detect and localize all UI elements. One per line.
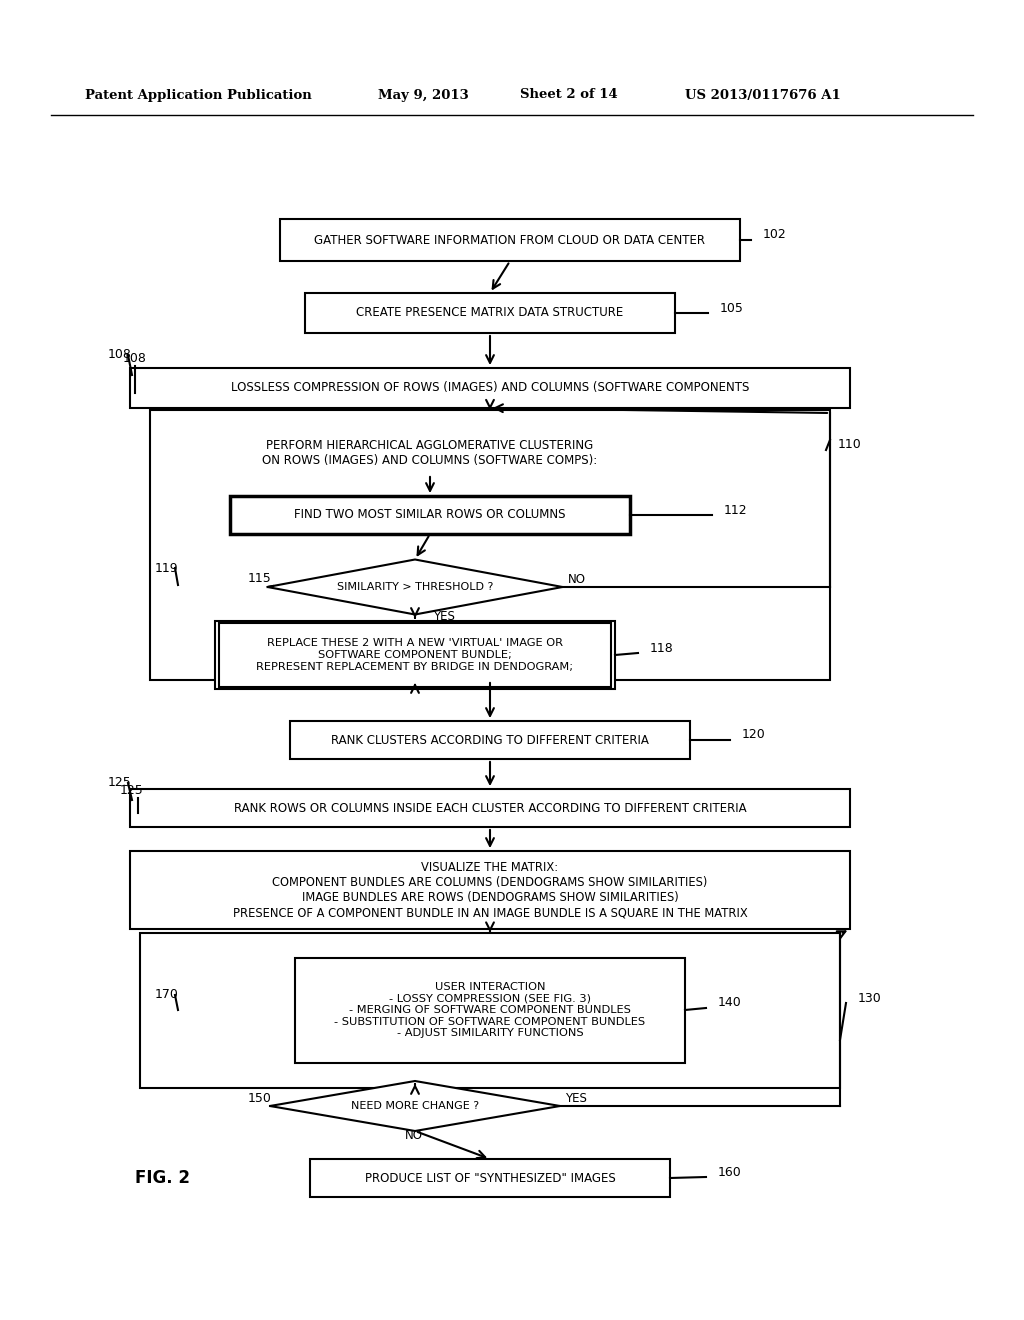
Text: US 2013/0117676 A1: US 2013/0117676 A1: [685, 88, 841, 102]
Bar: [310, 1159, 670, 1197]
Text: SIMILARITY > THRESHOLD ?: SIMILARITY > THRESHOLD ?: [337, 582, 494, 591]
Bar: [130, 368, 850, 408]
Text: 130: 130: [858, 991, 882, 1005]
Text: NEED MORE CHANGE ?: NEED MORE CHANGE ?: [351, 1101, 479, 1111]
Text: 125: 125: [108, 776, 132, 789]
Text: RANK ROWS OR COLUMNS INSIDE EACH CLUSTER ACCORDING TO DIFFERENT CRITERIA: RANK ROWS OR COLUMNS INSIDE EACH CLUSTER…: [233, 801, 746, 814]
Polygon shape: [270, 1081, 560, 1131]
Bar: [150, 411, 830, 680]
Text: 102: 102: [763, 228, 786, 242]
Text: USER INTERACTION
- LOSSY COMPRESSION (SEE FIG. 3)
- MERGING OF SOFTWARE COMPONEN: USER INTERACTION - LOSSY COMPRESSION (SE…: [335, 982, 645, 1039]
Bar: [130, 851, 850, 929]
Text: PRODUCE LIST OF "SYNTHESIZED" IMAGES: PRODUCE LIST OF "SYNTHESIZED" IMAGES: [365, 1172, 615, 1184]
Bar: [305, 293, 675, 333]
Text: 125: 125: [120, 784, 143, 796]
Text: 170: 170: [155, 989, 179, 1002]
Text: FIG. 2: FIG. 2: [135, 1170, 190, 1187]
Text: May 9, 2013: May 9, 2013: [378, 88, 469, 102]
Text: 150: 150: [248, 1092, 272, 1105]
Bar: [130, 789, 850, 828]
Bar: [290, 721, 690, 759]
Text: FIND TWO MOST SIMILAR ROWS OR COLUMNS: FIND TWO MOST SIMILAR ROWS OR COLUMNS: [294, 508, 565, 521]
Bar: [295, 957, 685, 1063]
Text: 108: 108: [108, 348, 132, 362]
Bar: [215, 620, 615, 689]
Text: 105: 105: [720, 301, 743, 314]
Bar: [280, 219, 740, 261]
Bar: [140, 932, 840, 1088]
Text: Sheet 2 of 14: Sheet 2 of 14: [520, 88, 617, 102]
Text: 140: 140: [718, 997, 741, 1010]
Text: 108: 108: [123, 351, 146, 364]
Text: YES: YES: [433, 610, 455, 623]
Text: YES: YES: [565, 1092, 587, 1105]
Text: 118: 118: [650, 642, 674, 655]
Text: RANK CLUSTERS ACCORDING TO DIFFERENT CRITERIA: RANK CLUSTERS ACCORDING TO DIFFERENT CRI…: [331, 734, 649, 747]
Text: 160: 160: [718, 1166, 741, 1179]
Text: LOSSLESS COMPRESSION OF ROWS (IMAGES) AND COLUMNS (SOFTWARE COMPONENTS: LOSSLESS COMPRESSION OF ROWS (IMAGES) AN…: [230, 381, 750, 395]
Text: REPLACE THESE 2 WITH A NEW 'VIRTUAL' IMAGE OR
SOFTWARE COMPONENT BUNDLE;
REPRESE: REPLACE THESE 2 WITH A NEW 'VIRTUAL' IMA…: [256, 639, 573, 672]
Text: NO: NO: [406, 1129, 423, 1142]
Text: GATHER SOFTWARE INFORMATION FROM CLOUD OR DATA CENTER: GATHER SOFTWARE INFORMATION FROM CLOUD O…: [314, 234, 706, 247]
Text: Patent Application Publication: Patent Application Publication: [85, 88, 311, 102]
Bar: [219, 623, 611, 686]
Text: VISUALIZE THE MATRIX:
COMPONENT BUNDLES ARE COLUMNS (DENDOGRAMS SHOW SIMILARITIE: VISUALIZE THE MATRIX: COMPONENT BUNDLES …: [232, 861, 748, 919]
Text: 110: 110: [838, 438, 862, 451]
Text: 119: 119: [155, 561, 178, 574]
Text: 120: 120: [742, 729, 766, 742]
Bar: [230, 496, 630, 535]
Text: CREATE PRESENCE MATRIX DATA STRUCTURE: CREATE PRESENCE MATRIX DATA STRUCTURE: [356, 306, 624, 319]
Text: 115: 115: [248, 572, 271, 585]
Text: 112: 112: [724, 503, 748, 516]
Text: PERFORM HIERARCHICAL AGGLOMERATIVE CLUSTERING
ON ROWS (IMAGES) AND COLUMNS (SOFT: PERFORM HIERARCHICAL AGGLOMERATIVE CLUST…: [262, 440, 598, 467]
Polygon shape: [267, 560, 562, 615]
Text: NO: NO: [567, 573, 586, 586]
